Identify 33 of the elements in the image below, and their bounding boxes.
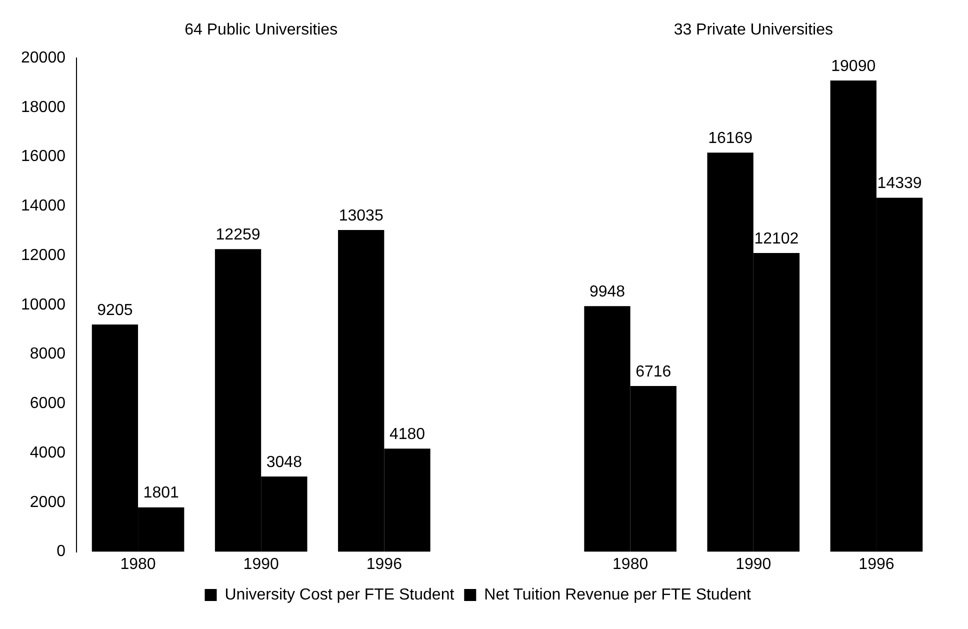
y-tick-label: 12000 (20, 246, 66, 264)
data-label: 3048 (266, 454, 302, 471)
y-tick-label: 20000 (20, 49, 66, 66)
y-tick-label: 16000 (20, 148, 66, 166)
y-tick-label: 0 (56, 543, 66, 560)
data-label: 13035 (338, 207, 384, 224)
data-label: 14339 (877, 175, 922, 192)
y-tick-label: 8000 (30, 346, 66, 363)
y-tick-label: 6000 (30, 395, 66, 412)
data-label: 1801 (143, 484, 180, 502)
y-tick-label: 4000 (30, 444, 66, 462)
x-tick-label: 1980 (612, 556, 648, 573)
x-tick-label: 1996 (858, 556, 894, 573)
legend-label: Net Tuition Revenue per FTE Student (484, 586, 752, 604)
data-label: 12259 (216, 226, 260, 244)
x-tick-label: 1996 (366, 556, 402, 573)
data-label: 12102 (754, 230, 799, 248)
x-tick-label: 1990 (736, 556, 772, 573)
x-tick-label: 1980 (120, 556, 156, 573)
data-label: 16169 (708, 130, 753, 147)
data-label: 4180 (389, 426, 426, 443)
x-tick-label: 1990 (243, 556, 279, 573)
text: 64 Public Universities (184, 21, 338, 38)
y-tick-label: 10000 (20, 296, 66, 314)
y-tick-label: 2000 (30, 494, 66, 511)
y-tick-label: 14000 (20, 198, 66, 215)
text: 33 Private Universities (674, 21, 833, 38)
data-label: 9205 (97, 302, 133, 319)
data-label: 6716 (636, 363, 672, 380)
legend-label: University Cost per FTE Student (224, 586, 455, 604)
y-tick-label: 18000 (20, 98, 66, 116)
data-label: 9948 (589, 284, 626, 301)
data-label: 19090 (831, 58, 876, 75)
